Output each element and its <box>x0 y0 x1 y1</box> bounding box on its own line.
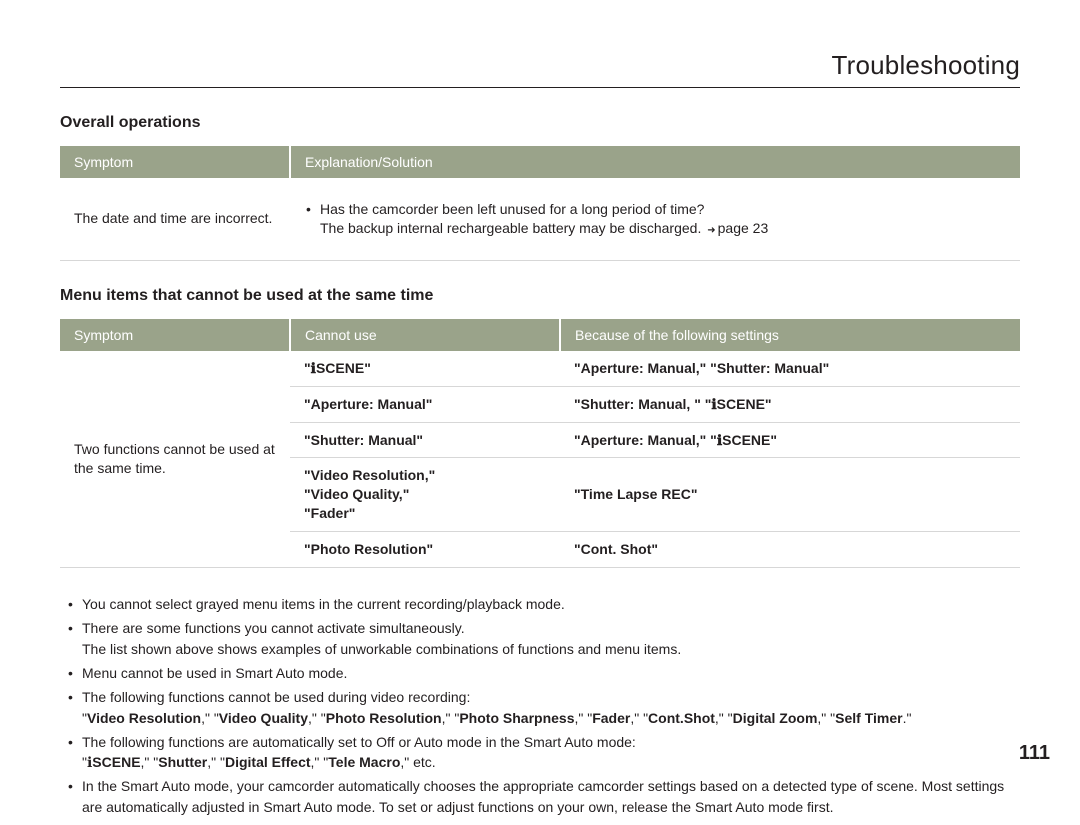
arrow-icon <box>705 220 717 236</box>
col-explanation: Explanation/Solution <box>290 146 1020 178</box>
notes-list: You cannot select grayed menu items in t… <box>60 594 1020 817</box>
menu-items-table: Symptom Cannot use Because of the follow… <box>60 319 1020 568</box>
col-symptom: Symptom <box>60 146 290 178</box>
note-item: There are some functions you cannot acti… <box>60 618 1020 659</box>
cannot-use-cell: "Photo Resolution" <box>290 532 560 568</box>
because-cell: "Cont. Shot" <box>560 532 1020 568</box>
col-cannot-use: Cannot use <box>290 319 560 351</box>
cannot-use-cell: "Video Resolution," "Video Quality," "Fa… <box>290 458 560 532</box>
explanation-line1: Has the camcorder been left unused for a… <box>320 201 704 217</box>
note-item: Menu cannot be used in Smart Auto mode. <box>60 663 1020 683</box>
cannot-use-cell: "Aperture: Manual" <box>290 386 560 422</box>
table-header-row: Symptom Cannot use Because of the follow… <box>60 319 1020 351</box>
symptom-cell: Two functions cannot be used at the same… <box>60 351 290 568</box>
col-because: Because of the following settings <box>560 319 1020 351</box>
note-text: There are some functions you cannot acti… <box>82 620 465 636</box>
explanation-cell: Has the camcorder been left unused for a… <box>290 178 1020 260</box>
note-item: The following functions cannot be used d… <box>60 687 1020 728</box>
col-symptom: Symptom <box>60 319 290 351</box>
note-subtext: The list shown above shows examples of u… <box>82 639 1020 659</box>
section2-heading: Menu items that cannot be used at the sa… <box>60 287 1020 305</box>
note-item: The following functions are automaticall… <box>60 732 1020 773</box>
because-cell: "Aperture: Manual," "Shutter: Manual" <box>560 351 1020 386</box>
note-text: The following functions are automaticall… <box>82 734 636 750</box>
note-item: You cannot select grayed menu items in t… <box>60 594 1020 614</box>
page-number: 111 <box>1019 742 1050 765</box>
because-cell: "Aperture: Manual," "ℹSCENE" <box>560 422 1020 458</box>
note-subtext: "ℹSCENE," "Shutter," "Digital Effect," "… <box>82 752 1020 772</box>
table-row: The date and time are incorrect. Has the… <box>60 178 1020 260</box>
cannot-use-cell: "ℹSCENE" <box>290 351 560 386</box>
because-cell: "Time Lapse REC" <box>560 458 1020 532</box>
cannot-use-cell: "Shutter: Manual" <box>290 422 560 458</box>
table-row: Two functions cannot be used at the same… <box>60 351 1020 386</box>
page-title: Troubleshooting <box>60 50 1020 88</box>
manual-page: Troubleshooting Overall operations Sympt… <box>0 0 1080 825</box>
overall-operations-table: Symptom Explanation/Solution The date an… <box>60 146 1020 261</box>
note-subtext: "Video Resolution," "Video Quality," "Ph… <box>82 708 1020 728</box>
explanation-line2b: page 23 <box>718 220 769 236</box>
section1-heading: Overall operations <box>60 114 1020 132</box>
symptom-cell: The date and time are incorrect. <box>60 178 290 260</box>
table-header-row: Symptom Explanation/Solution <box>60 146 1020 178</box>
note-text: The following functions cannot be used d… <box>82 689 470 705</box>
note-item: In the Smart Auto mode, your camcorder a… <box>60 776 1020 817</box>
because-cell: "Shutter: Manual, " "ℹSCENE" <box>560 386 1020 422</box>
explanation-line2a: The backup internal rechargeable battery… <box>320 220 705 236</box>
